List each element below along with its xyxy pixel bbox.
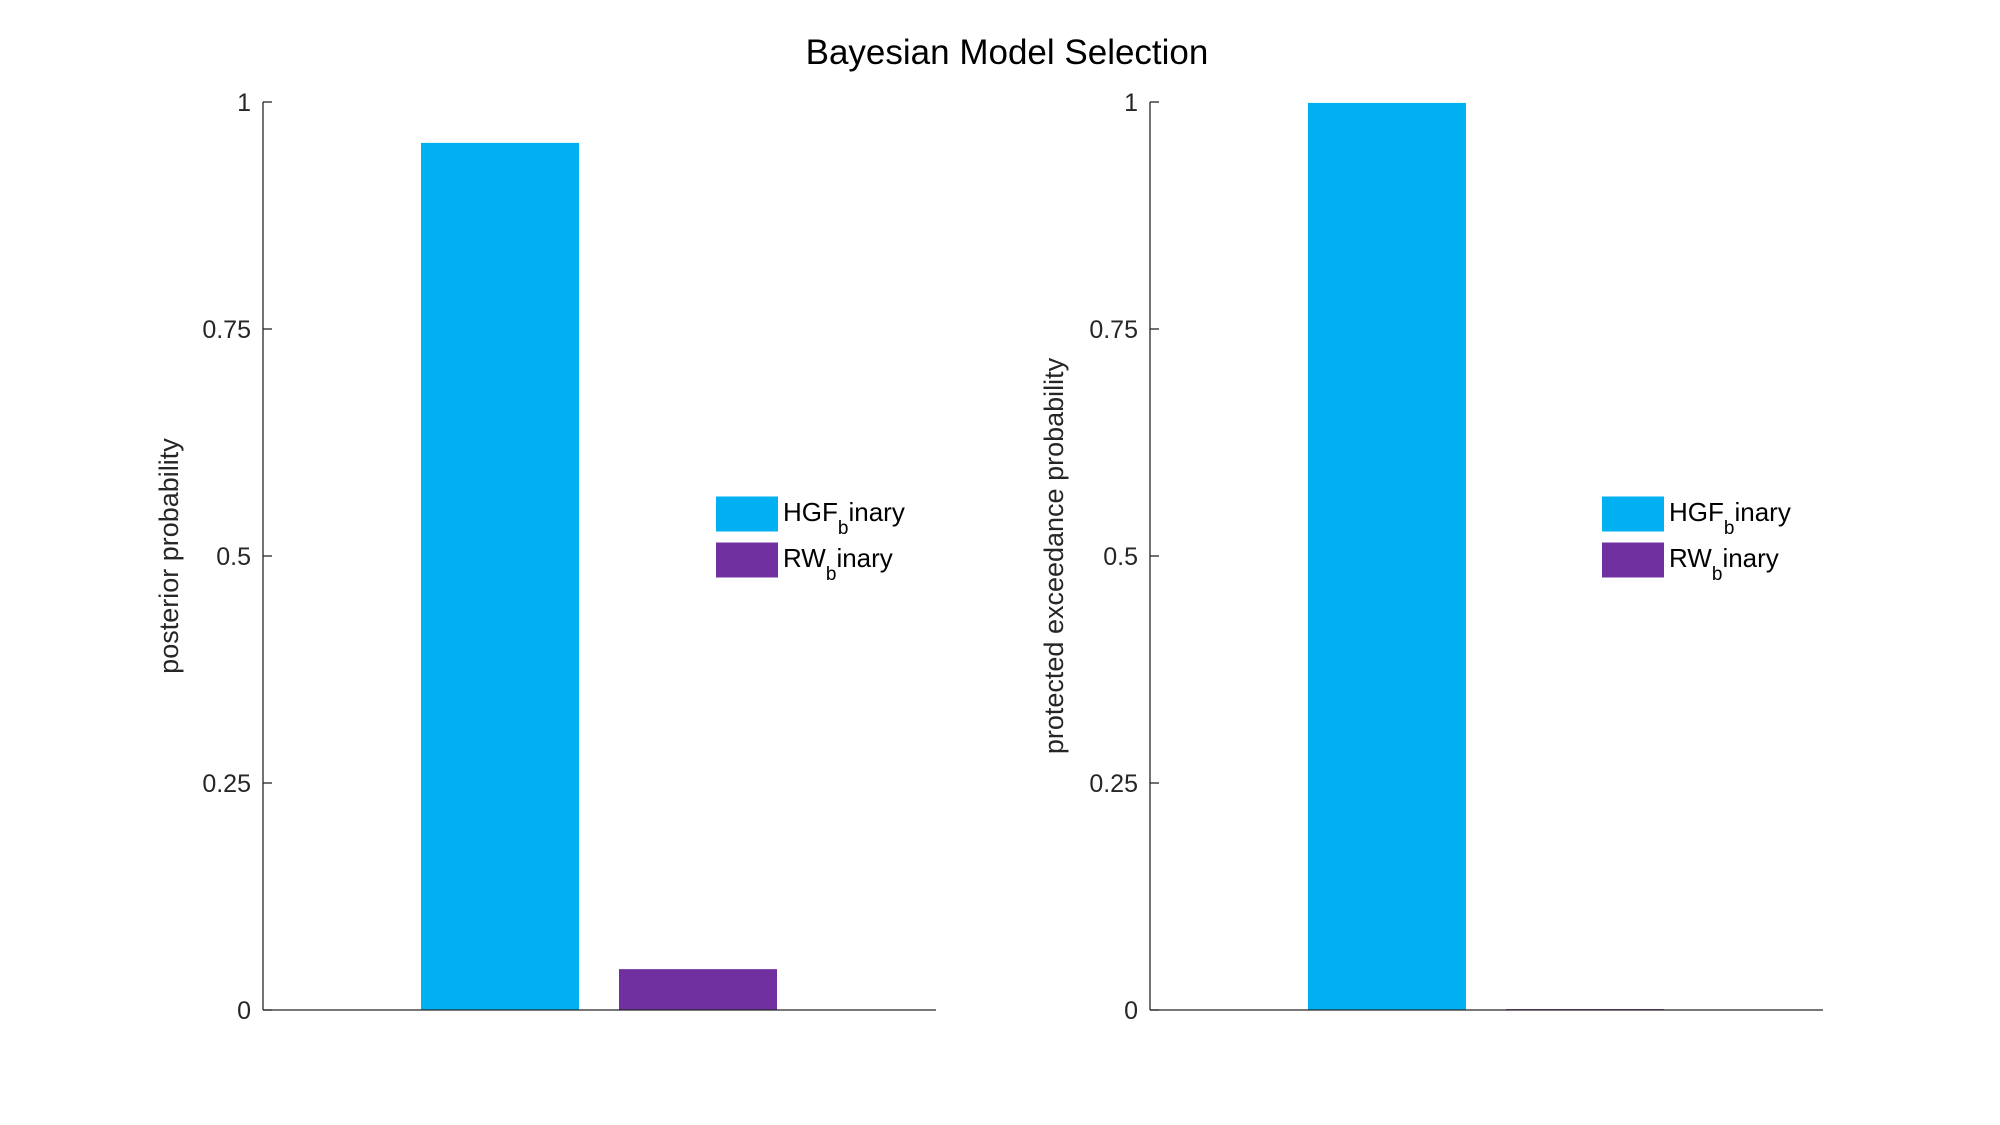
legend-label-rw: RWbinary [783, 543, 893, 585]
legend-swatch-rw [716, 542, 778, 578]
bar-hgf [1308, 102, 1466, 1010]
y-tick-label: 0.75 [202, 316, 251, 344]
y-tick-label: 0 [1124, 997, 1138, 1025]
y-tick-label: 0.5 [1103, 543, 1138, 571]
legend-label-rw: RWbinary [1669, 543, 1779, 585]
y-tick-label: 0.75 [1089, 316, 1138, 344]
y-tick-label: 1 [237, 89, 251, 117]
bar-hgf [421, 142, 579, 1011]
charts-root: 0 0.25 0.5 0.75 1 posterior probability HGFbin… [154, 89, 1823, 1025]
y-tick-label: 0.25 [202, 770, 251, 798]
legend-swatch-hgf [716, 496, 778, 532]
y-tick-label: 0.25 [1089, 770, 1138, 798]
y-tick-label: 0.5 [216, 543, 251, 571]
y-axis-label: posterior probability [154, 438, 184, 674]
bar-rw [619, 969, 777, 1010]
legend-label-hgf: HGFbinary [1669, 497, 1791, 539]
legend-swatch-rw [1602, 542, 1664, 578]
chart-panel-2: 0 0.25 0.5 0.75 1 protected exceedance probab… [1039, 89, 1823, 1025]
y-axis-label: protected exceedance probability [1039, 357, 1069, 754]
figure-title: Bayesian Model Selection [806, 33, 1209, 72]
chart-panel-1: 0 0.25 0.5 0.75 1 posterior probability HGFbin… [154, 89, 936, 1025]
y-tick-label: 1 [1124, 89, 1138, 117]
y-tick-label: 0 [237, 997, 251, 1025]
legend-swatch-hgf [1602, 496, 1664, 532]
legend-label-hgf: HGFbinary [783, 497, 905, 539]
